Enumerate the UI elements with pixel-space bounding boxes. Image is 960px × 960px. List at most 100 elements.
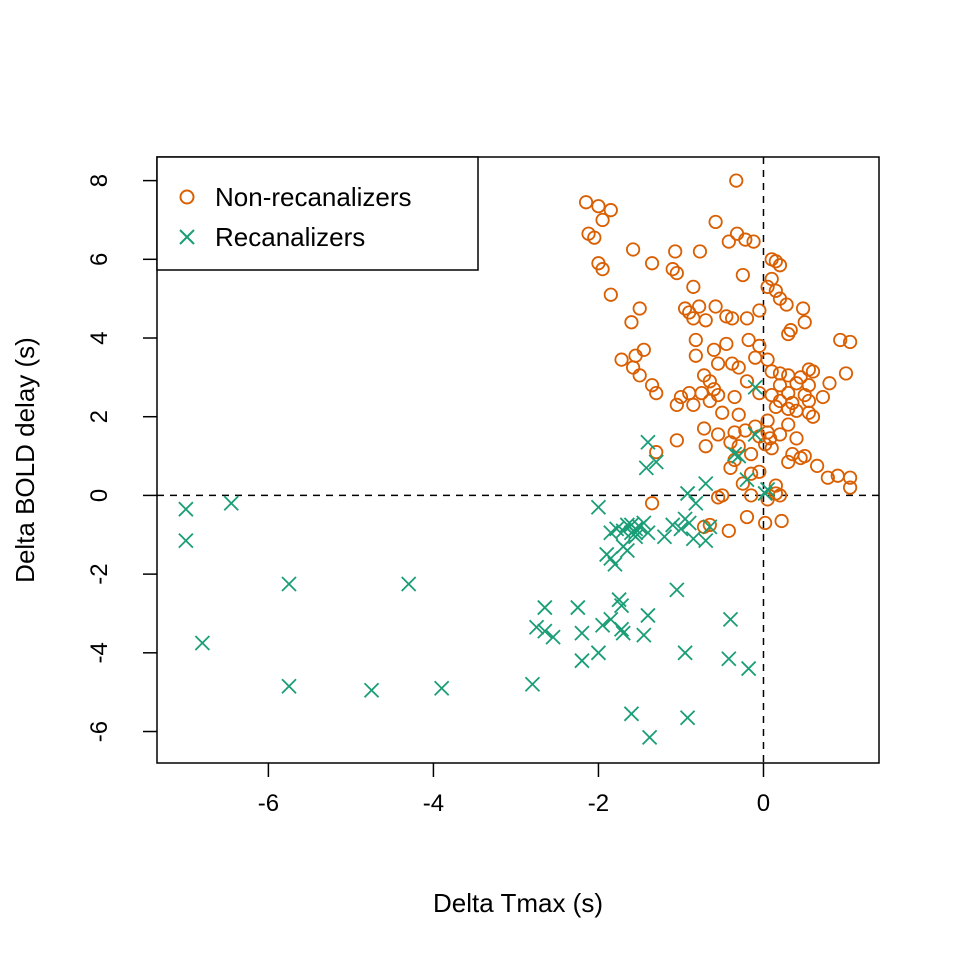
data-point-recanalizer: [722, 611, 739, 628]
data-point-non-recanalizer: [595, 262, 610, 277]
data-point-non-recanalizer: [603, 203, 618, 218]
data-point-non-recanalizer: [744, 466, 759, 481]
plot-frame: [156, 156, 880, 764]
data-point-non-recanalizer: [649, 386, 664, 401]
data-point-non-recanalizer: [710, 356, 726, 371]
data-point-non-recanalizer: [719, 336, 734, 352]
data-point-non-recanalizer: [702, 374, 717, 389]
data-point-recanalizer: [281, 678, 297, 694]
data-point-non-recanalizer: [843, 334, 858, 350]
y-tick-label: 2: [86, 410, 113, 423]
data-point-non-recanalizer: [772, 258, 788, 273]
legend-box: [156, 156, 479, 271]
data-point-recanalizer: [747, 379, 763, 395]
data-point-recanalizer: [673, 521, 689, 537]
data-point-recanalizer: [665, 517, 681, 533]
data-point-non-recanalizer: [692, 244, 708, 259]
data-point-recanalizer: [524, 676, 541, 692]
data-point-recanalizer: [401, 576, 417, 592]
data-point-non-recanalizer: [805, 409, 821, 424]
data-point-non-recanalizer: [688, 348, 703, 363]
data-point-non-recanalizer: [665, 262, 680, 277]
data-point-non-recanalizer: [698, 313, 713, 328]
legend-label-recanalizers: Recanalizers: [215, 222, 365, 252]
data-point-recanalizer: [681, 515, 697, 531]
data-point-recanalizer: [570, 599, 586, 616]
data-point-non-recanalizer: [797, 315, 812, 330]
data-point-non-recanalizer: [587, 230, 602, 245]
legend: Non-recanalizers Recanalizers: [156, 156, 479, 271]
data-point-non-recanalizer: [603, 287, 618, 302]
data-point-non-recanalizer: [686, 279, 701, 294]
y-tick-label: 8: [86, 174, 113, 187]
data-point-non-recanalizer: [626, 360, 641, 375]
data-point-non-recanalizer: [843, 480, 858, 495]
data-point-non-recanalizer: [741, 332, 756, 348]
data-point-non-recanalizer: [843, 470, 858, 485]
y-axis-title: Delta BOLD delay (s): [10, 337, 40, 583]
y-tick-label: 6: [86, 253, 113, 266]
data-point-non-recanalizer: [781, 454, 796, 470]
data-point-non-recanalizer: [668, 244, 683, 259]
data-point-non-recanalizer: [760, 352, 775, 367]
data-layer: [157, 157, 879, 763]
data-point-non-recanalizer: [719, 309, 734, 324]
data-point-recanalizer: [636, 627, 652, 643]
data-point-non-recanalizer: [772, 366, 788, 381]
data-point-non-recanalizer: [721, 523, 736, 538]
data-point-non-recanalizer: [781, 326, 796, 342]
data-point-non-recanalizer: [644, 378, 660, 393]
data-point-non-recanalizer: [669, 433, 684, 448]
data-point-recanalizer: [648, 454, 664, 470]
data-point-recanalizer: [537, 623, 553, 639]
data-point-recanalizer: [702, 519, 718, 535]
data-point-recanalizer: [434, 680, 450, 696]
data-point-non-recanalizer: [772, 378, 788, 393]
data-point-non-recanalizer: [838, 366, 854, 381]
data-point-recanalizer: [363, 682, 380, 698]
data-point-non-recanalizer: [820, 470, 835, 485]
data-point-non-recanalizer: [739, 311, 755, 326]
data-point-non-recanalizer: [805, 364, 821, 379]
data-point-non-recanalizer: [708, 299, 723, 314]
data-point-non-recanalizer: [614, 352, 629, 367]
data-point-non-recanalizer: [649, 445, 664, 460]
data-point-non-recanalizer: [669, 397, 684, 413]
data-point-recanalizer: [636, 515, 652, 531]
data-point-non-recanalizer: [723, 435, 738, 450]
data-point-non-recanalizer: [735, 476, 750, 491]
data-point-recanalizer: [638, 460, 654, 476]
data-point-non-recanalizer: [715, 405, 730, 420]
data-point-non-recanalizer: [721, 234, 736, 249]
data-point-non-recanalizer: [833, 332, 848, 348]
data-point-non-recanalizer: [710, 427, 726, 442]
data-point-recanalizer: [590, 645, 607, 661]
data-point-non-recanalizer: [735, 267, 750, 283]
data-point-recanalizer: [759, 481, 776, 498]
data-point-recanalizer: [747, 426, 763, 443]
data-point-non-recanalizer: [760, 492, 775, 507]
data-point-non-recanalizer: [702, 517, 717, 533]
data-point-non-recanalizer: [702, 393, 717, 409]
data-point-recanalizer: [178, 533, 194, 549]
data-point-recanalizer: [627, 529, 644, 545]
data-point-recanalizer: [574, 625, 590, 641]
data-point-recanalizer: [757, 485, 773, 502]
data-point-non-recanalizer: [764, 364, 779, 379]
data-point-recanalizer: [615, 625, 631, 641]
data-point-recanalizer: [223, 495, 239, 511]
data-point-recanalizer: [627, 525, 644, 541]
data-point-recanalizer: [679, 710, 696, 726]
data-point-non-recanalizer: [688, 332, 703, 348]
data-point-non-recanalizer: [738, 232, 753, 247]
y-tick-label: -2: [86, 563, 113, 584]
data-point-recanalizer: [640, 525, 656, 541]
data-point-non-recanalizer: [694, 386, 709, 401]
data-point-non-recanalizer: [632, 301, 647, 316]
data-point-recanalizer: [281, 576, 297, 592]
data-point-non-recanalizer: [673, 389, 689, 405]
data-point-non-recanalizer: [744, 446, 759, 462]
data-point-recanalizer: [698, 475, 714, 492]
